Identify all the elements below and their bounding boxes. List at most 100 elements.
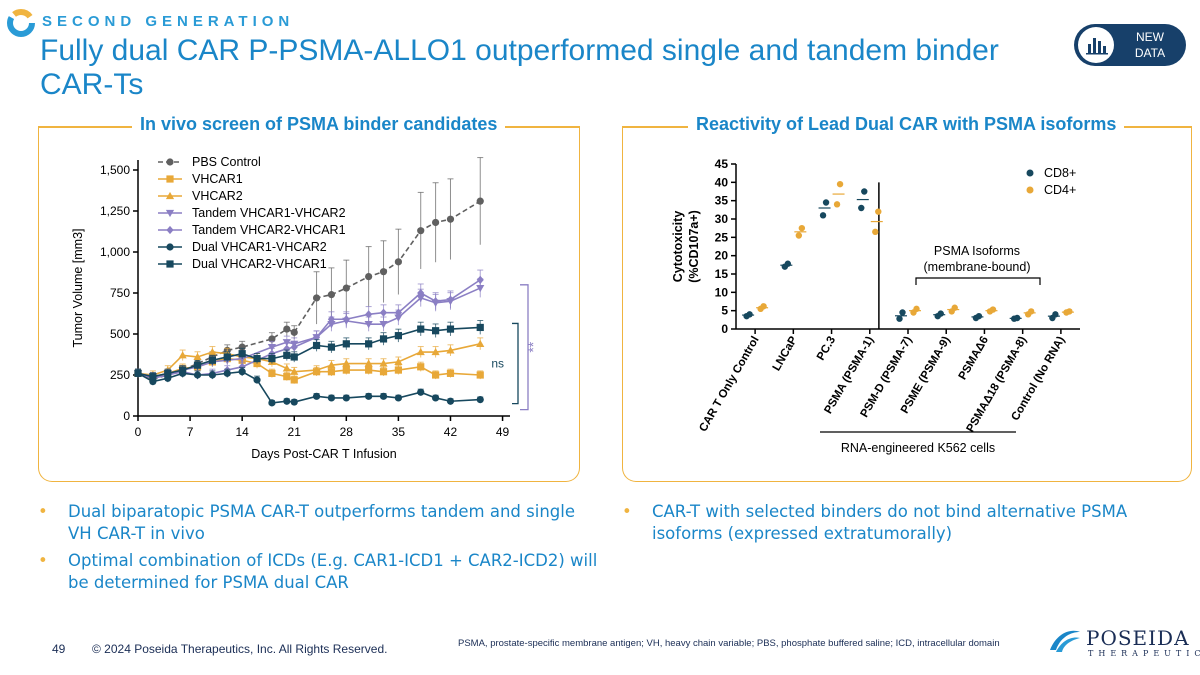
data-point	[312, 392, 321, 400]
x-tick-label: 21	[288, 425, 302, 439]
legend-marker	[166, 260, 174, 268]
data-point	[872, 228, 879, 236]
legend-item: VHCAR1	[158, 172, 243, 186]
legend-item: Tandem VHCAR2-VHCAR1	[158, 223, 346, 237]
y-tick-label: 1,000	[100, 245, 130, 259]
sig-label: **	[525, 341, 541, 352]
data-point	[290, 398, 298, 406]
data-point	[312, 341, 321, 350]
data-point	[342, 359, 351, 367]
series-line	[137, 279, 481, 380]
bar-chart-icon	[1078, 27, 1114, 63]
legend-label: CD8+	[1044, 166, 1076, 180]
data-point	[364, 359, 373, 367]
legend-item: Tandem VHCAR1-VHCAR2	[158, 206, 346, 220]
data-point	[784, 260, 792, 267]
data-point	[394, 357, 403, 365]
data-point	[283, 373, 291, 381]
data-point	[342, 284, 350, 292]
series-line	[137, 370, 481, 404]
data-point	[476, 323, 484, 332]
x-tick-label: PSMAΔ6	[957, 335, 991, 382]
legend-marker	[165, 209, 175, 218]
data-point	[268, 399, 276, 407]
data-point	[1066, 308, 1073, 315]
legend-item: VHCAR2	[158, 189, 243, 203]
data-point	[238, 343, 246, 351]
data-point	[858, 204, 865, 212]
y-axis-label-line2: (%CD107a+)	[687, 210, 701, 283]
data-point	[760, 303, 767, 310]
section-label: SECOND GENERATION	[42, 13, 295, 30]
poseida-wave-icon	[1050, 630, 1080, 652]
isoform-bracket	[915, 277, 1041, 285]
series-line	[137, 326, 481, 378]
data-point	[238, 355, 247, 363]
y-axis-label: Tumor Volume [mm3]	[71, 228, 85, 347]
y-tick-label: 35	[715, 194, 729, 208]
data-point	[253, 376, 261, 384]
x-tick-label: LNCaP	[771, 334, 800, 373]
data-point	[267, 344, 277, 352]
legend-item: PBS Control	[158, 155, 261, 169]
data-point	[282, 364, 291, 372]
company-subtitle: THERAPEUTICS	[1088, 649, 1200, 658]
data-point	[861, 188, 868, 195]
data-point	[193, 371, 202, 379]
data-point	[432, 371, 440, 379]
data-point	[223, 369, 231, 377]
legend-marker	[166, 175, 174, 183]
data-point	[446, 215, 455, 223]
data-point	[446, 369, 455, 377]
series-6	[134, 319, 484, 381]
data-point	[179, 366, 187, 374]
data-point	[327, 394, 336, 402]
data-point	[223, 353, 231, 361]
data-point	[417, 325, 425, 333]
legend-label: Dual VHCAR2-VHCAR1	[192, 257, 327, 271]
data-point	[268, 335, 276, 343]
ns-bracket	[512, 322, 519, 405]
data-point	[327, 361, 336, 369]
data-point	[365, 310, 373, 319]
data-point	[342, 340, 350, 348]
legend-item: Dual VHCAR2-VHCAR1	[158, 257, 327, 271]
data-point	[134, 369, 142, 377]
series-4	[134, 269, 484, 383]
data-point	[327, 315, 336, 324]
legend-marker	[1026, 169, 1034, 177]
data-point	[379, 359, 388, 367]
x-tick-label: 14	[235, 425, 249, 439]
data-point	[379, 321, 388, 329]
sig-bracket	[520, 284, 529, 411]
data-point	[238, 368, 246, 376]
data-point	[193, 352, 202, 361]
data-point	[476, 371, 484, 379]
data-point	[379, 268, 388, 276]
data-point	[446, 295, 455, 304]
data-point	[379, 308, 388, 317]
y-axis-label-line1: Cytotoxicity	[671, 211, 685, 283]
y-tick-label: 30	[715, 212, 729, 226]
bullet-left-1: • Dual biparatopic PSMA CAR-T outperforms…	[38, 502, 575, 543]
tumor-volume-chart: 0 250 500 750 1,000 1,250 1,500 0 7 14 21 28 35 42 49 D…	[71, 155, 541, 461]
legend-label: Dual VHCAR1-VHCAR2	[192, 240, 327, 254]
data-point	[268, 355, 276, 363]
data-point	[365, 340, 373, 348]
data-point	[937, 310, 944, 317]
data-point	[379, 392, 388, 400]
data-point	[290, 343, 298, 352]
legend-label: VHCAR1	[192, 172, 243, 186]
legend-marker	[166, 158, 174, 166]
data-point	[365, 392, 373, 400]
y-tick-label: 40	[715, 175, 729, 189]
isoform-annotation-line1: PSMA Isoforms	[934, 244, 1020, 258]
y-tick-label: 10	[715, 285, 729, 299]
data-point	[896, 315, 903, 322]
page-title: Fully dual CAR P-PSMA-ALLO1 outperformed…	[40, 34, 999, 101]
y-tick-label: 20	[715, 249, 729, 263]
data-point	[327, 291, 336, 299]
company-name: POSEIDA	[1086, 626, 1190, 650]
data-point	[795, 232, 803, 239]
data-point	[379, 368, 388, 376]
